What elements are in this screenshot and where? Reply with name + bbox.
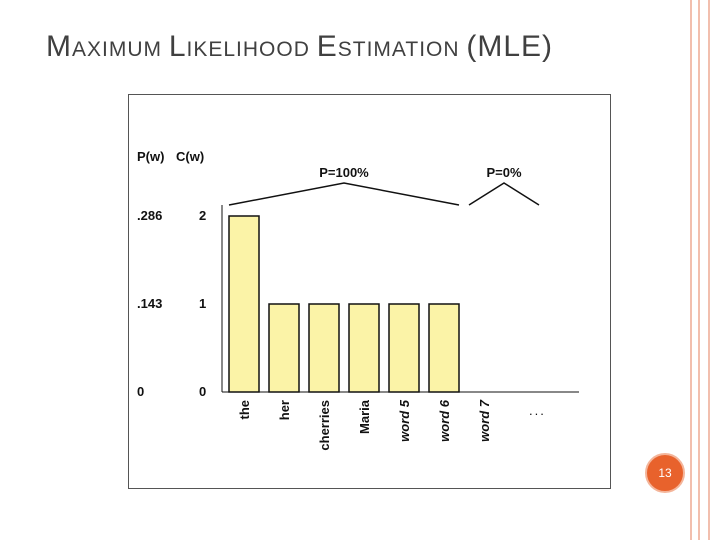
annotation-bracket — [468, 182, 540, 206]
bar — [388, 303, 420, 393]
slide-number: 13 — [658, 466, 672, 480]
category-label: word 7 — [477, 399, 492, 442]
bar — [228, 215, 260, 393]
title-part: IKELIHOOD — [186, 38, 317, 61]
bar — [268, 303, 300, 393]
category-label: her — [277, 400, 292, 420]
y-column-header: P(w) — [137, 149, 164, 164]
bar — [428, 303, 460, 393]
y-tick-label: 1 — [199, 296, 206, 311]
annotation-label: P=0% — [486, 165, 521, 180]
y-tick-label: .286 — [137, 208, 162, 223]
annotation-bracket — [228, 182, 460, 206]
y-tick-label: 0 — [199, 384, 206, 399]
y-tick-label: .143 — [137, 296, 162, 311]
category-label: Maria — [357, 399, 372, 434]
decorative-rail-left — [690, 0, 692, 540]
decorative-rail-right — [708, 0, 710, 540]
slide-title: MAXIMUM LIKELIHOOD ESTIMATION (MLE) — [46, 30, 553, 64]
annotation-label: P=100% — [319, 165, 369, 180]
category-label: word 5 — [397, 399, 412, 442]
slide-number-badge: 13 — [645, 453, 685, 493]
mle-bar-chart: P(w) .286 .143 0 C(w) 2 1 0 the her cherries Maria w… — [137, 149, 579, 451]
decorative-rail-middle — [698, 0, 700, 540]
y-tick-label: 2 — [199, 208, 206, 223]
title-part: E — [316, 30, 338, 63]
category-label: word 6 — [437, 399, 452, 442]
title-part: AXIMUM — [72, 38, 169, 61]
category-label: cherries — [317, 400, 332, 451]
ellipsis-label: ... — [529, 403, 546, 418]
title-part: M — [46, 30, 72, 63]
title-part: (MLE) — [466, 30, 554, 63]
bar — [348, 303, 380, 393]
y-tick-label: 0 — [137, 384, 144, 399]
category-label: the — [237, 400, 252, 420]
title-part: L — [168, 30, 187, 63]
figure-frame: P(w) .286 .143 0 C(w) 2 1 0 the her cherries Maria w… — [128, 94, 611, 489]
title-part: STIMATION — [337, 38, 467, 61]
bar — [308, 303, 340, 393]
y-column-header: C(w) — [176, 149, 204, 164]
